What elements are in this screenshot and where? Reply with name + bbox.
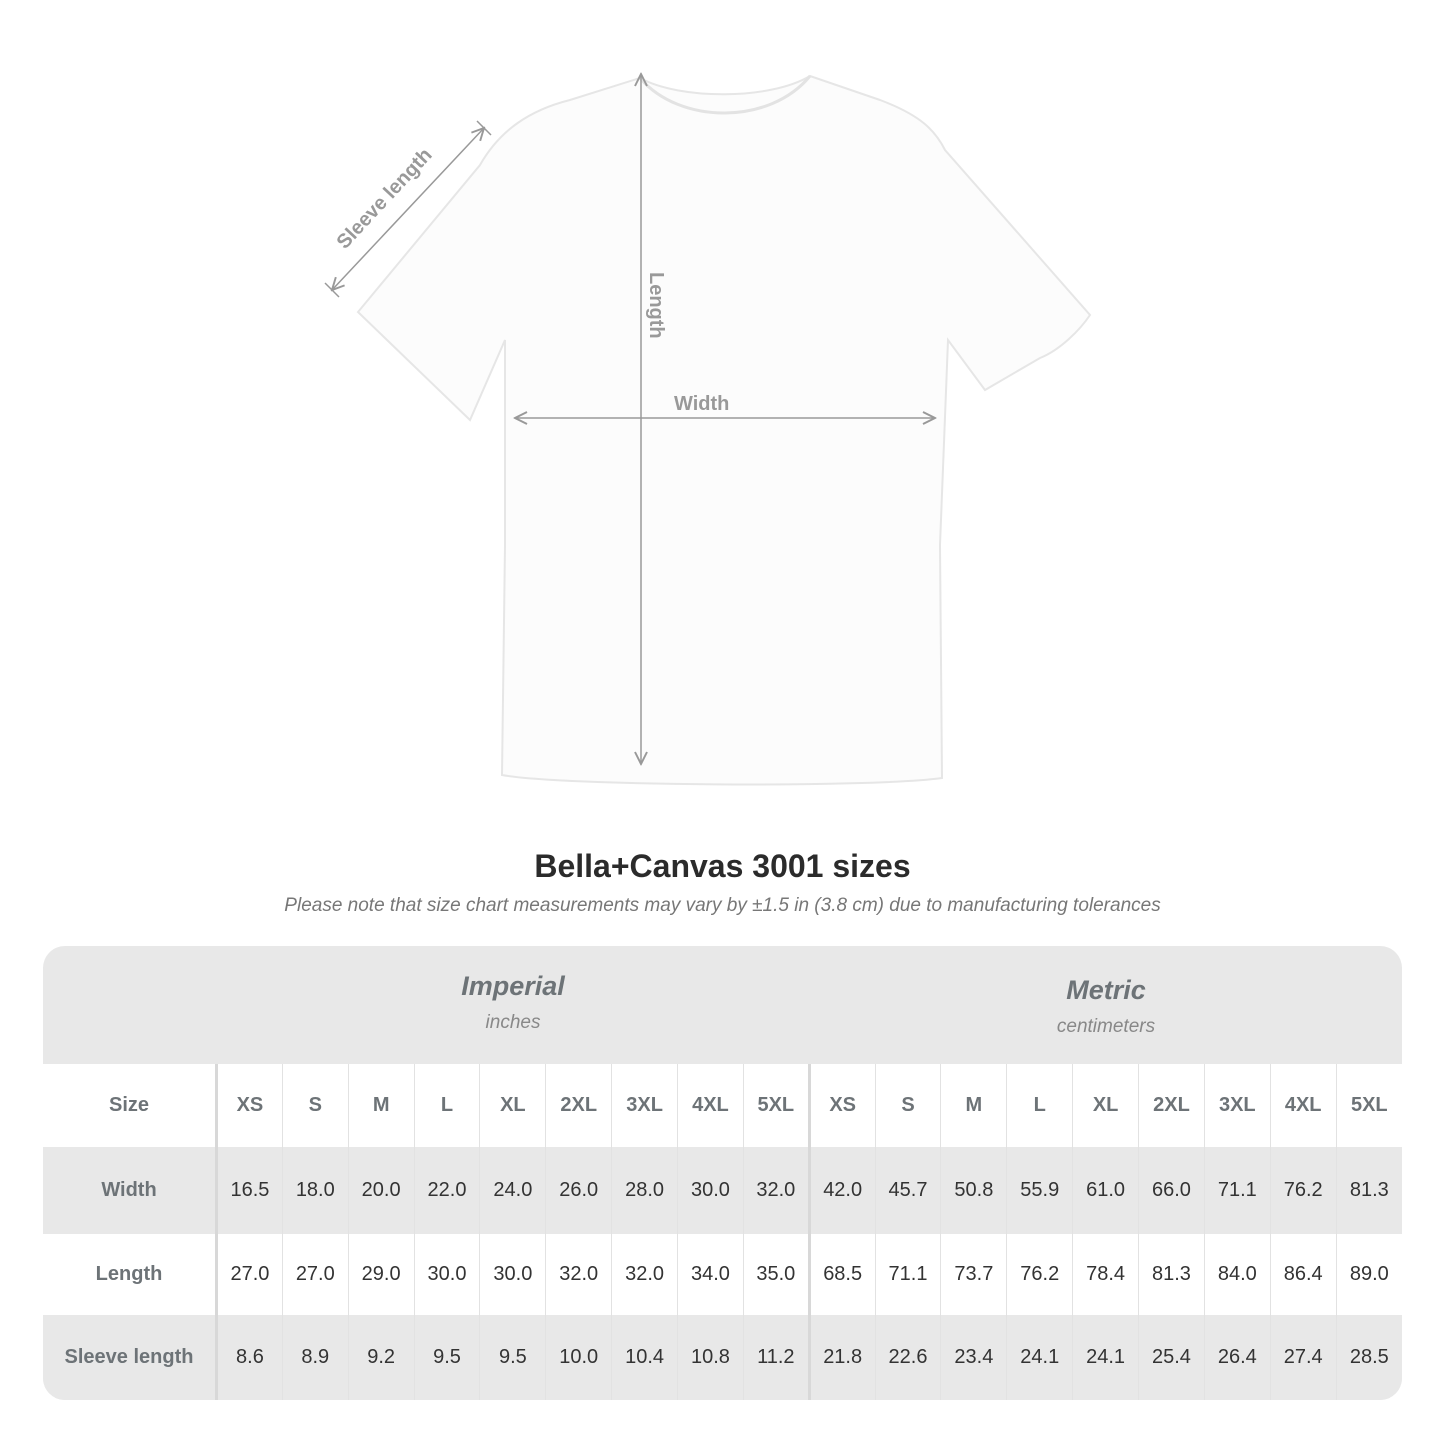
metric-size-3xl: 3XL — [1203, 1064, 1271, 1147]
imperial-value: 27.0 — [216, 1234, 283, 1315]
page-title: Bella+Canvas 3001 sizes — [534, 848, 911, 884]
metric-value: 25.4 — [1138, 1315, 1205, 1400]
imperial-value: 10.0 — [545, 1315, 612, 1400]
imperial-size-xl: XL — [479, 1064, 546, 1147]
imperial-size-4xl: 4XL — [677, 1064, 744, 1147]
imperial-value: 35.0 — [742, 1234, 810, 1315]
metric-unit: centimeters — [1056, 1016, 1156, 1037]
imperial-value: 27.0 — [281, 1234, 349, 1315]
width-label: Width — [674, 393, 729, 415]
metric-value: 76.2 — [1269, 1147, 1337, 1234]
sleeve-dimension-line — [332, 128, 484, 290]
tshirt-shape — [356, 74, 1092, 786]
imperial-title: Imperial — [461, 971, 565, 1001]
imperial-value: 29.0 — [347, 1234, 415, 1315]
metric-value: 21.8 — [807, 1315, 876, 1400]
imperial-size-5xl: 5XL — [742, 1064, 810, 1147]
metric-value: 81.3 — [1335, 1147, 1402, 1234]
row-label: Sleeve length — [43, 1315, 218, 1400]
imperial-value: 10.8 — [677, 1315, 744, 1400]
metric-size-4xl: 4XL — [1269, 1064, 1337, 1147]
metric-size-xs: XS — [807, 1064, 876, 1147]
imperial-size-xs: XS — [216, 1064, 283, 1147]
metric-size-m: M — [940, 1064, 1007, 1147]
metric-size-s: S — [874, 1064, 941, 1147]
metric-value: 22.6 — [874, 1315, 941, 1400]
metric-value: 55.9 — [1006, 1147, 1073, 1234]
imperial-size-s: S — [281, 1064, 349, 1147]
metric-value: 42.0 — [807, 1147, 876, 1234]
imperial-value: 26.0 — [545, 1147, 612, 1234]
imperial-value: 16.5 — [216, 1147, 283, 1234]
metric-value: 24.1 — [1006, 1315, 1073, 1400]
metric-value: 68.5 — [807, 1234, 876, 1315]
imperial-value: 32.0 — [611, 1234, 678, 1315]
imperial-value: 22.0 — [413, 1147, 480, 1234]
table-row: Length 27.0 27.0 29.0 30.0 30.0 32.0 32.0 34.0 35… — [43, 1234, 1402, 1315]
metric-value: 81.3 — [1138, 1234, 1205, 1315]
metric-value: 89.0 — [1335, 1234, 1402, 1315]
imperial-value: 9.2 — [347, 1315, 415, 1400]
metric-value: 45.7 — [874, 1147, 941, 1234]
imperial-value: 18.0 — [281, 1147, 349, 1234]
metric-size-xl: XL — [1072, 1064, 1139, 1147]
metric-value: 23.4 — [940, 1315, 1007, 1400]
length-label: Length — [645, 272, 667, 339]
metric-value: 26.4 — [1203, 1315, 1271, 1400]
metric-value: 86.4 — [1269, 1234, 1337, 1315]
metric-size-l: L — [1006, 1064, 1073, 1147]
imperial-value: 8.9 — [281, 1315, 349, 1400]
metric-header: Metric centimeters — [810, 946, 1402, 1093]
imperial-value: 32.0 — [742, 1147, 810, 1234]
imperial-value: 8.6 — [216, 1315, 283, 1400]
imperial-value: 24.0 — [479, 1147, 546, 1234]
row-label: Length — [43, 1234, 218, 1315]
table-row: Sleeve length 8.6 8.9 9.2 9.5 9.5 10.0 10.4 10.8… — [43, 1315, 1402, 1400]
row-label: Width — [43, 1147, 218, 1234]
imperial-value: 28.0 — [611, 1147, 678, 1234]
imperial-value: 11.2 — [742, 1315, 810, 1400]
imperial-value: 34.0 — [677, 1234, 744, 1315]
size-table: Size XS S M L XL 2XL 3XL 4XL 5XL XS S M L XL 2XL 3XL 4XL 5… — [43, 1064, 1402, 1400]
tshirt-diagram: Sleeve length Length Width — [324, 0, 1092, 786]
imperial-value: 20.0 — [347, 1147, 415, 1234]
imperial-value: 32.0 — [545, 1234, 612, 1315]
metric-value: 84.0 — [1203, 1234, 1271, 1315]
imperial-size-3xl: 3XL — [611, 1064, 678, 1147]
imperial-unit: inches — [485, 1012, 541, 1033]
imperial-size-l: L — [413, 1064, 480, 1147]
metric-value: 71.1 — [874, 1234, 941, 1315]
imperial-header: Imperial inches — [216, 946, 810, 1089]
metric-title: Metric — [1066, 975, 1146, 1005]
imperial-value: 9.5 — [413, 1315, 480, 1400]
metric-size-2xl: 2XL — [1138, 1064, 1205, 1147]
imperial-size-2xl: 2XL — [545, 1064, 612, 1147]
table-row: Width 16.5 18.0 20.0 22.0 24.0 26.0 28.0 30.0 32.… — [43, 1147, 1402, 1234]
metric-size-5xl: 5XL — [1335, 1064, 1402, 1147]
metric-value: 66.0 — [1138, 1147, 1205, 1234]
table-header-row: Size XS S M L XL 2XL 3XL 4XL 5XL XS S M L XL 2XL 3XL 4XL 5… — [43, 1064, 1402, 1147]
metric-value: 76.2 — [1006, 1234, 1073, 1315]
metric-value: 24.1 — [1072, 1315, 1139, 1400]
metric-value: 61.0 — [1072, 1147, 1139, 1234]
metric-value: 28.5 — [1335, 1315, 1402, 1400]
metric-value: 27.4 — [1269, 1315, 1337, 1400]
metric-value: 78.4 — [1072, 1234, 1139, 1315]
imperial-value: 30.0 — [677, 1147, 744, 1234]
metric-value: 71.1 — [1203, 1147, 1271, 1234]
imperial-value: 30.0 — [479, 1234, 546, 1315]
imperial-value: 9.5 — [479, 1315, 546, 1400]
tolerance-note: Please note that size chart measurements… — [284, 895, 1161, 916]
imperial-size-m: M — [347, 1064, 415, 1147]
imperial-value: 30.0 — [413, 1234, 480, 1315]
metric-value: 73.7 — [940, 1234, 1007, 1315]
size-chart: Imperial inches Metric centimeters Size X… — [43, 946, 1402, 1400]
metric-value: 50.8 — [940, 1147, 1007, 1234]
size-header: Size — [43, 1064, 218, 1147]
imperial-value: 10.4 — [611, 1315, 678, 1400]
